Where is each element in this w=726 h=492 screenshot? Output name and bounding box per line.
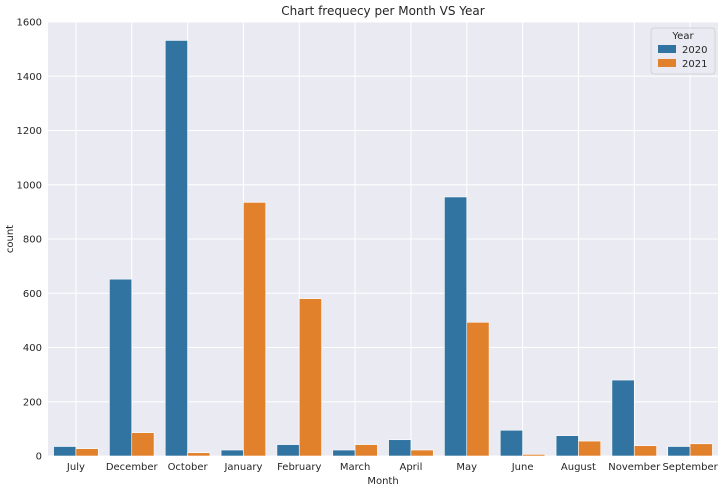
bar-2021 xyxy=(466,321,490,457)
bar-2021 xyxy=(689,443,713,457)
x-tick-label: December xyxy=(106,462,159,473)
x-tick-label: September xyxy=(662,462,718,473)
x-tick-label: May xyxy=(456,462,477,473)
bar-2021 xyxy=(131,432,155,457)
bar-2021 xyxy=(243,202,267,457)
bar-2020 xyxy=(276,444,300,457)
bar-2021 xyxy=(522,454,546,457)
bar-2020 xyxy=(332,449,356,457)
y-tick-label: 1000 xyxy=(17,180,42,191)
bar-2020 xyxy=(611,379,635,457)
bar-2020 xyxy=(53,446,77,457)
bar-2020 xyxy=(388,439,412,457)
y-tick-label: 800 xyxy=(23,235,42,246)
y-axis-label: count xyxy=(5,225,16,253)
bar-2020 xyxy=(444,196,468,457)
x-tick-label: January xyxy=(223,462,262,473)
bar-2020 xyxy=(499,429,523,457)
x-tick-label: August xyxy=(561,462,596,473)
y-tick-label: 1400 xyxy=(17,72,42,83)
x-tick-label: March xyxy=(340,462,370,473)
bar-2020 xyxy=(109,278,133,457)
legend-label-2020: 2020 xyxy=(682,45,707,56)
x-axis-label: Month xyxy=(367,476,398,487)
legend-swatch-2020 xyxy=(658,45,676,53)
y-tick-label: 200 xyxy=(23,397,42,408)
legend: Year 2020 2021 xyxy=(650,27,716,75)
x-tick-label: November xyxy=(608,462,661,473)
x-tick-label: July xyxy=(66,462,85,473)
x-axis-ticks: July December October January February March A… xyxy=(66,462,719,473)
legend-title: Year xyxy=(671,31,694,42)
bar-2020 xyxy=(667,446,691,457)
y-tick-label: 0 xyxy=(36,452,42,463)
legend-swatch-2021 xyxy=(658,59,676,67)
bars-group xyxy=(53,40,713,457)
chart-title: Chart frequecy per Month VS Year xyxy=(281,4,484,18)
bar-2021 xyxy=(298,298,322,457)
y-tick-label: 1600 xyxy=(17,18,42,29)
bar-2020 xyxy=(164,40,188,457)
bar-2021 xyxy=(633,445,657,457)
y-tick-label: 600 xyxy=(23,289,42,300)
x-tick-label: April xyxy=(399,462,422,473)
bar-2020 xyxy=(555,435,579,457)
legend-label-2021: 2021 xyxy=(682,59,707,70)
bar-2021 xyxy=(410,449,434,457)
x-tick-label: October xyxy=(168,462,209,473)
y-axis-ticks: 0 200 400 600 800 1000 1200 1400 1600 xyxy=(17,18,42,463)
bar-2021 xyxy=(578,440,602,457)
bar-2020 xyxy=(220,449,244,457)
y-tick-label: 400 xyxy=(23,343,42,354)
x-tick-label: February xyxy=(277,462,321,473)
bar-2021 xyxy=(187,452,211,457)
y-tick-label: 1200 xyxy=(17,126,42,137)
bar-2021 xyxy=(354,444,378,457)
bar-2021 xyxy=(75,448,99,457)
x-tick-label: June xyxy=(511,462,534,473)
